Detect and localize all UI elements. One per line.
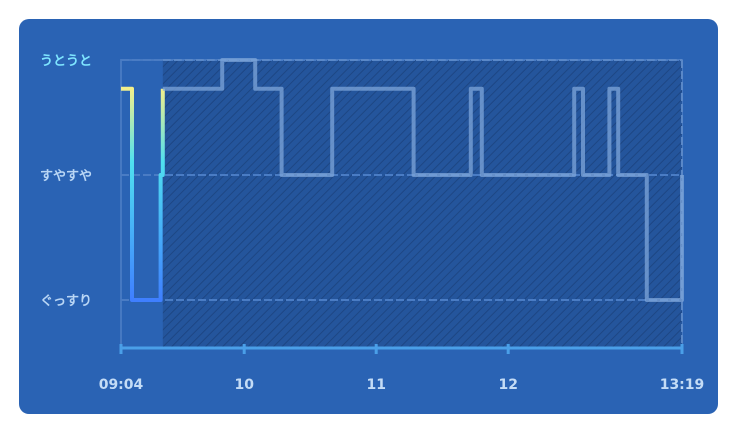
- sleep-line-estimated: [162, 58, 684, 302]
- y-level-label: すやすや: [40, 169, 92, 184]
- x-tick-label: 12: [498, 377, 517, 393]
- hatched-region: [162, 60, 683, 348]
- x-tick-label: 09:04: [99, 377, 144, 393]
- x-tick-label: 13:19: [660, 377, 705, 393]
- x-tick-label: 11: [366, 377, 385, 393]
- y-level-label: うとうと: [40, 54, 92, 69]
- y-level-label: ぐっすり: [40, 294, 92, 309]
- x-tick-label: 10: [234, 377, 254, 393]
- sleep-line-active: [121, 86, 165, 302]
